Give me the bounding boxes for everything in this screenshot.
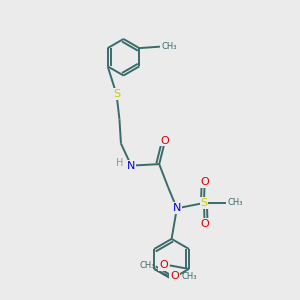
Text: O: O xyxy=(160,136,169,146)
Text: N: N xyxy=(127,160,135,171)
Text: CH₃: CH₃ xyxy=(181,272,197,281)
Text: O: O xyxy=(200,177,209,188)
Text: H: H xyxy=(116,158,124,168)
Text: O: O xyxy=(159,260,168,270)
Text: O: O xyxy=(170,271,179,281)
Text: CH₃: CH₃ xyxy=(161,42,177,51)
Text: S: S xyxy=(200,198,208,208)
Text: CH₃: CH₃ xyxy=(140,261,155,270)
Text: O: O xyxy=(200,219,209,229)
Text: S: S xyxy=(113,89,120,99)
Text: CH₃: CH₃ xyxy=(227,199,243,208)
Text: N: N xyxy=(173,203,181,213)
